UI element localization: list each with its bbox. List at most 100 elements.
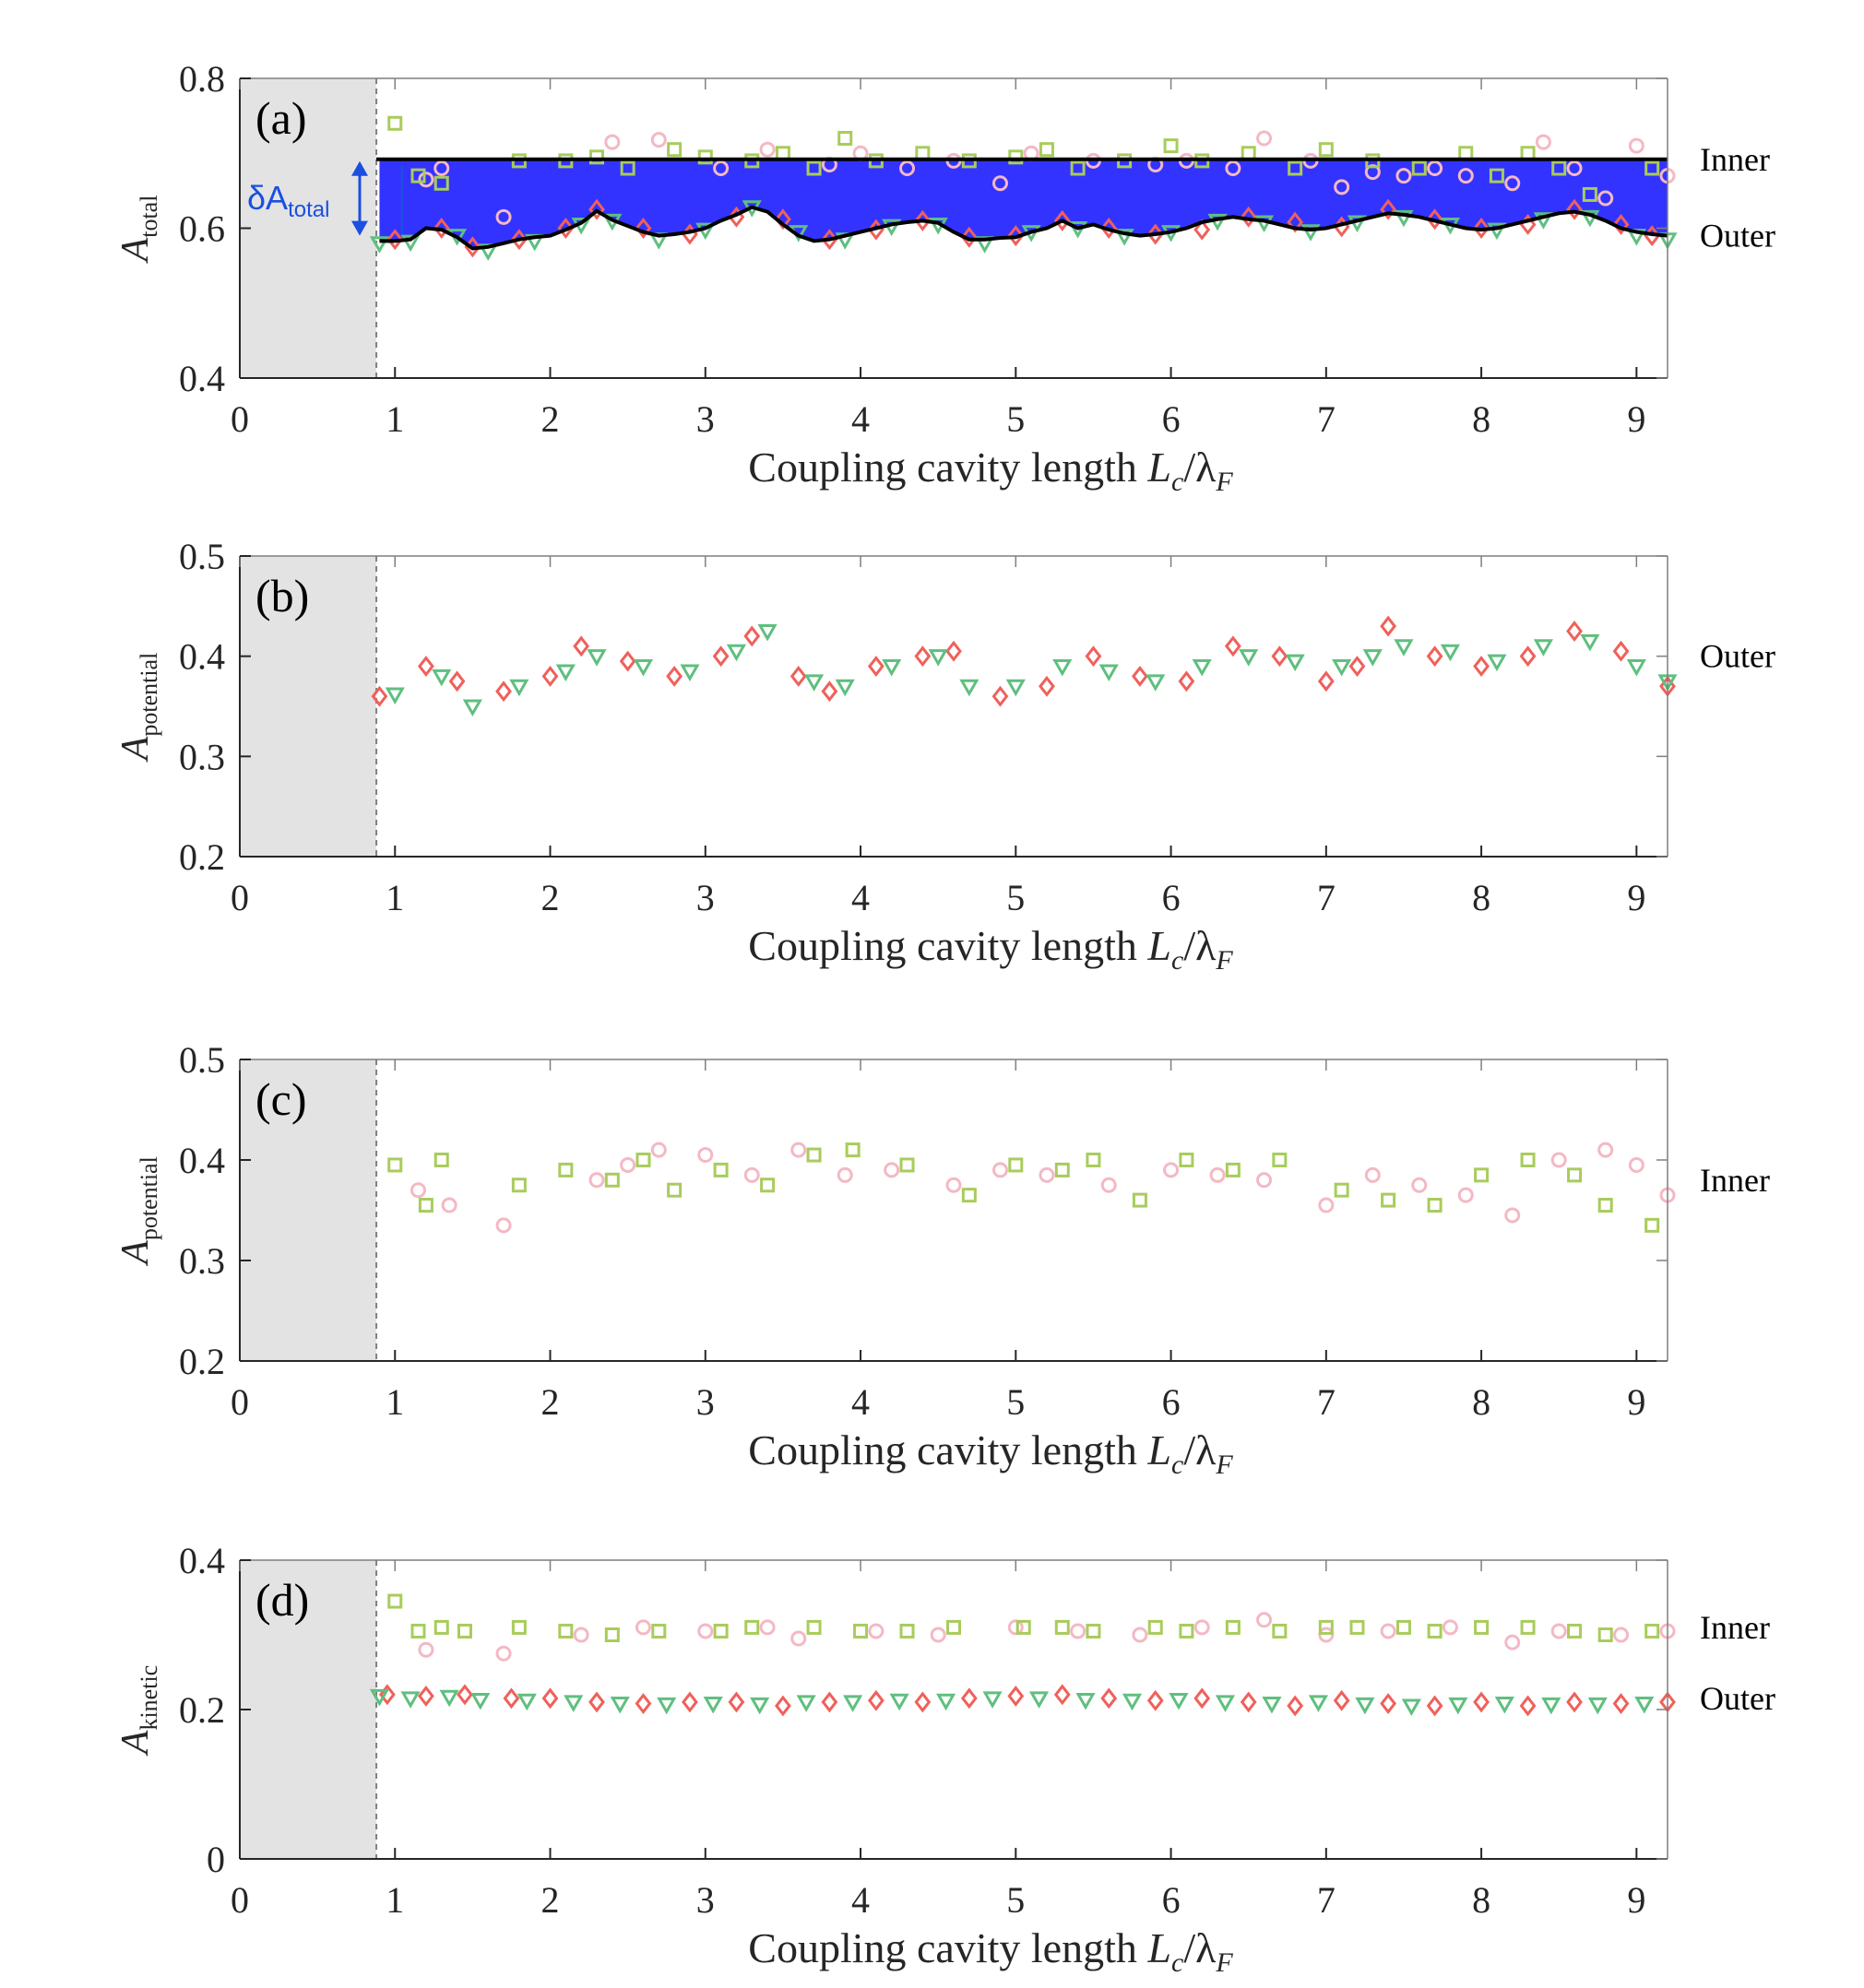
point-outer-red-diamond bbox=[945, 640, 962, 662]
point-outer-red-diamond bbox=[1426, 1695, 1443, 1717]
point-outer-red-diamond bbox=[588, 198, 605, 220]
panel-c: 0 1 2 3 4 5 6 7 8 9 0.2 0.3 0.4 0.5 (c) Inner Apotential… bbox=[114, 1039, 1770, 1480]
panel-label: (d) bbox=[255, 1574, 309, 1626]
point-inner-green-square bbox=[1567, 1167, 1583, 1183]
y-tick-label: 0.6 bbox=[179, 208, 225, 250]
point-outer-green-triangle bbox=[1332, 659, 1352, 677]
point-inner-pink-circle bbox=[495, 1217, 512, 1234]
point-inner-green-square bbox=[410, 168, 426, 183]
x-tick-label: 1 bbox=[386, 1381, 404, 1423]
x-tick-label: 0 bbox=[231, 398, 249, 440]
point-outer-red-diamond bbox=[418, 656, 434, 677]
point-inner-pink-circle bbox=[410, 1182, 426, 1199]
point-inner-green-square bbox=[1334, 1182, 1349, 1198]
side-label-inner: Inner bbox=[1700, 1609, 1770, 1646]
point-inner-green-square bbox=[853, 1623, 869, 1639]
point-outer-green-triangle bbox=[1634, 1697, 1655, 1714]
point-outer-green-triangle bbox=[1052, 659, 1073, 677]
point-outer-green-triangle bbox=[1169, 1692, 1189, 1710]
point-outer-red-diamond bbox=[1146, 1689, 1164, 1711]
point-outer-green-triangle bbox=[462, 699, 482, 717]
point-inner-pink-circle bbox=[1380, 1623, 1396, 1639]
point-inner-green-square bbox=[1318, 142, 1334, 158]
y-axis-label: Akinetic bbox=[114, 1665, 162, 1757]
point-inner-pink-circle bbox=[650, 1142, 667, 1158]
point-outer-green-triangle bbox=[796, 1695, 816, 1712]
point-outer-red-diamond bbox=[1566, 621, 1583, 642]
point-outer-red-diamond bbox=[914, 209, 932, 231]
point-outer-red-diamond bbox=[1053, 209, 1071, 231]
panel-label: (a) bbox=[255, 92, 307, 144]
x-tick-label: 9 bbox=[1627, 877, 1645, 918]
y-axis-label: Apotential bbox=[114, 1156, 162, 1267]
point-outer-red-diamond bbox=[1193, 219, 1211, 241]
x-tick-label: 3 bbox=[696, 1381, 715, 1423]
point-outer-green-triangle bbox=[889, 1693, 909, 1711]
point-inner-pink-circle bbox=[433, 160, 450, 176]
point-outer-green-triangle bbox=[400, 234, 421, 253]
point-inner-pink-circle bbox=[790, 1142, 807, 1158]
point-outer-red-diamond bbox=[495, 680, 512, 703]
point-inner-pink-circle bbox=[1256, 130, 1273, 147]
point-inner-pink-circle bbox=[1427, 160, 1443, 176]
x-tick-label: 9 bbox=[1627, 1381, 1645, 1423]
point-outer-green-triangle bbox=[610, 1697, 630, 1714]
point-outer-green-triangle bbox=[1355, 1697, 1375, 1715]
point-inner-pink-circle bbox=[1225, 160, 1241, 176]
point-inner-pink-circle bbox=[604, 134, 621, 150]
x-tick-label: 9 bbox=[1627, 1879, 1645, 1921]
point-inner-green-square bbox=[1427, 1623, 1443, 1639]
point-inner-green-square bbox=[604, 1627, 620, 1642]
point-inner-pink-circle bbox=[1628, 1156, 1644, 1173]
x-tick-label: 1 bbox=[386, 398, 404, 440]
x-tick-label: 4 bbox=[851, 1879, 870, 1921]
point-inner-pink-circle bbox=[697, 1623, 714, 1639]
point-inner-green-square bbox=[1086, 1623, 1101, 1639]
point-inner-green-square bbox=[511, 1177, 527, 1193]
point-outer-red-diamond bbox=[433, 218, 450, 239]
point-outer-red-diamond bbox=[790, 665, 807, 687]
x-tick-label: 0 bbox=[231, 877, 249, 918]
excluded-region bbox=[240, 1059, 377, 1361]
excluded-region bbox=[240, 78, 377, 378]
point-outer-red-diamond bbox=[914, 645, 932, 668]
point-inner-green-square bbox=[433, 1153, 449, 1167]
y-tick-label: 0.2 bbox=[179, 1341, 225, 1382]
point-inner-pink-circle bbox=[1550, 1623, 1567, 1639]
point-inner-green-square bbox=[837, 131, 853, 146]
point-outer-red-diamond bbox=[960, 226, 978, 248]
point-inner-green-square bbox=[1520, 1153, 1536, 1167]
x-tick-label: 0 bbox=[231, 1381, 249, 1423]
point-outer-green-triangle bbox=[1192, 659, 1212, 677]
point-outer-green-triangle bbox=[1114, 229, 1134, 246]
x-tick-label: 1 bbox=[386, 877, 404, 918]
point-inner-pink-circle bbox=[1504, 1207, 1521, 1224]
point-inner-green-square bbox=[806, 1147, 822, 1163]
point-inner-pink-circle bbox=[1550, 1152, 1567, 1168]
point-outer-green-triangle bbox=[680, 664, 700, 681]
point-inner-pink-circle bbox=[759, 1619, 776, 1636]
point-outer-red-diamond bbox=[1007, 225, 1025, 247]
x-tick-label: 6 bbox=[1162, 1879, 1181, 1921]
point-inner-green-square bbox=[651, 1623, 667, 1639]
x-tick-label: 8 bbox=[1472, 398, 1490, 440]
y-tick-label: 0.4 bbox=[179, 1540, 225, 1581]
y-axis-label: Atotal bbox=[114, 195, 162, 265]
x-tick-label: 3 bbox=[696, 398, 715, 440]
x-tick-label: 6 bbox=[1162, 1381, 1181, 1423]
point-outer-red-diamond bbox=[1100, 218, 1118, 239]
point-inner-green-square bbox=[558, 1623, 574, 1639]
point-outer-green-triangle bbox=[1262, 1697, 1282, 1714]
x-axis-label: Coupling cavity length Lc/λF bbox=[748, 444, 1233, 497]
side-label-inner: Inner bbox=[1700, 1162, 1770, 1199]
point-outer-red-diamond bbox=[728, 1691, 745, 1713]
point-outer-red-diamond bbox=[775, 208, 791, 231]
point-inner-pink-circle bbox=[1597, 1142, 1614, 1158]
x-tick-label: 2 bbox=[541, 877, 560, 918]
point-outer-green-triangle bbox=[1028, 1691, 1050, 1709]
point-inner-pink-circle bbox=[1256, 1612, 1273, 1628]
point-outer-green-triangle bbox=[432, 669, 452, 687]
side-label-outer: Outer bbox=[1700, 1680, 1775, 1717]
point-inner-green-square bbox=[1008, 1157, 1024, 1173]
excluded-region bbox=[240, 1560, 377, 1859]
